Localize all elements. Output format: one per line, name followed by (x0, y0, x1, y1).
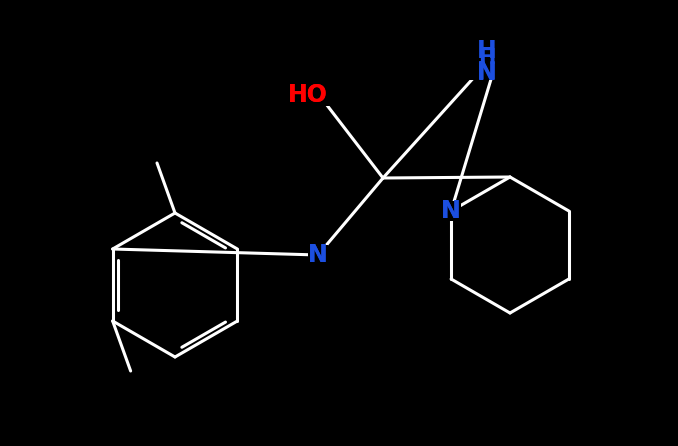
Text: HO: HO (288, 83, 328, 107)
Text: H: H (478, 48, 496, 68)
FancyBboxPatch shape (467, 44, 507, 80)
FancyBboxPatch shape (308, 245, 328, 265)
Text: HO: HO (288, 83, 328, 107)
Text: N: N (308, 243, 328, 267)
FancyBboxPatch shape (441, 201, 461, 221)
FancyBboxPatch shape (286, 84, 330, 106)
Text: N: N (308, 243, 328, 267)
Text: N: N (441, 199, 461, 223)
Text: N: N (477, 60, 497, 84)
Text: N: N (441, 199, 461, 223)
Text: H
N: H N (477, 39, 497, 85)
